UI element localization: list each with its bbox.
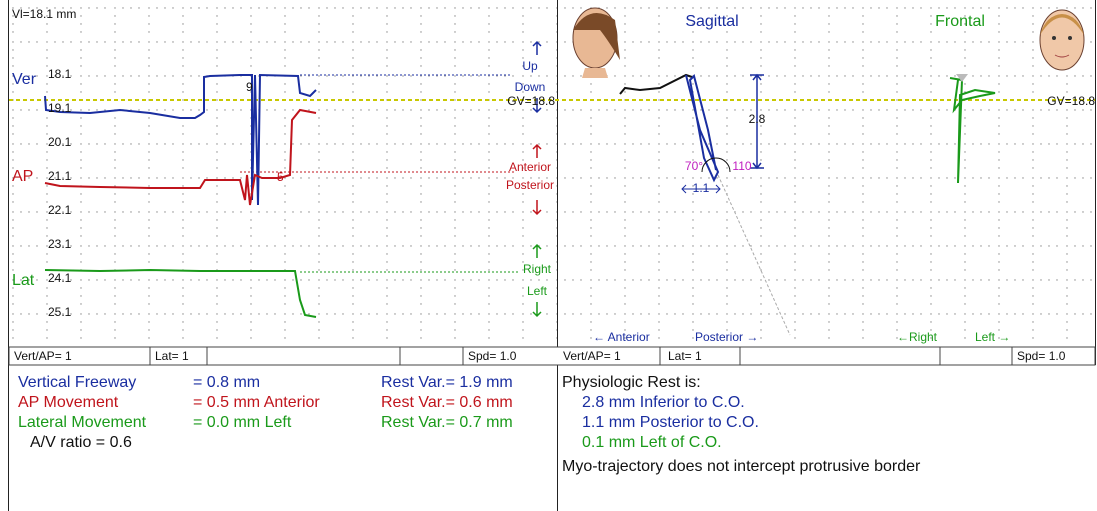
- vertical-value: 2.8: [749, 112, 766, 126]
- summary-cell: Rest Var.= 1.9 mm: [381, 374, 513, 391]
- scale-label: 25.1: [48, 305, 72, 319]
- summary-cell: = 0.8 mm: [193, 374, 260, 391]
- axis-posterior: Posterior →: [695, 330, 758, 344]
- scale-label: 18.1: [48, 67, 72, 81]
- rest-line: 0.1 mm Left of C.O.: [582, 434, 722, 451]
- lat-label: Lat: [12, 272, 35, 289]
- angle-right: 110: [732, 159, 751, 173]
- dir-posterior: Posterior: [506, 178, 554, 192]
- scale-label: 23.1: [48, 237, 72, 251]
- ap-mark: 5: [277, 170, 284, 184]
- horizontal-dimension: [681, 184, 721, 194]
- angle-left: 70°: [685, 159, 703, 173]
- horizontal-value: 1.1: [693, 181, 710, 195]
- summary-cell: Lateral Movement: [18, 414, 147, 431]
- protrusive-line: [717, 174, 791, 336]
- summary-cell: = 0.5 mm Anterior: [193, 394, 320, 411]
- av-ratio: A/V ratio = 0.6: [30, 434, 132, 451]
- axis-anterior: ← Anterior: [593, 330, 650, 344]
- dir-left: Left: [527, 284, 548, 298]
- ap-trace: [44, 108, 317, 206]
- rest-note: Myo-trajectory does not intercept protru…: [562, 458, 921, 475]
- dir-down: Down: [515, 80, 546, 94]
- summary-cell: Rest Var.= 0.7 mm: [381, 414, 513, 431]
- lat-trace: [44, 268, 317, 318]
- frontal-marker: [956, 74, 968, 82]
- ap-label: AP: [12, 168, 33, 185]
- ver-label: Ver: [12, 71, 37, 88]
- status-text: Spd= 1.0: [1017, 349, 1066, 363]
- rest-heading: Physiologic Rest is:: [562, 374, 701, 391]
- axis-right: ←Right: [897, 330, 938, 344]
- sagittal-loop: [685, 74, 720, 183]
- vertical-dimension: [750, 73, 764, 170]
- rest-line: 1.1 mm Posterior to C.O.: [582, 414, 759, 431]
- gv-label: GV=18.8: [507, 94, 555, 108]
- status-text: Spd= 1.0: [468, 349, 517, 363]
- gv-label-right: GV=18.8: [1047, 94, 1095, 108]
- vertical-mark: 9: [246, 80, 253, 94]
- dir-anterior: Anterior: [509, 160, 551, 174]
- angle-arc: [701, 157, 731, 173]
- scale-label: 22.1: [48, 203, 72, 217]
- dir-up: Up: [522, 59, 538, 73]
- status-text: Lat= 1: [668, 349, 702, 363]
- frontal-title: Frontal: [935, 13, 985, 30]
- axis-left: Left →: [975, 330, 1010, 344]
- frontal-face: [1039, 9, 1085, 71]
- sagittal-face: [572, 7, 620, 78]
- sagittal-title: Sagittal: [685, 13, 738, 30]
- scale-label: 20.1: [48, 135, 72, 149]
- summary-cell: Vertical Freeway: [18, 374, 136, 391]
- vl-label: Vl=18.1 mm: [12, 7, 76, 21]
- status-text: Lat= 1: [155, 349, 189, 363]
- vertical-trace: [44, 73, 317, 206]
- frontal-trace: [949, 77, 996, 184]
- status-dividers: [149, 347, 1013, 365]
- dir-right: Right: [523, 262, 552, 276]
- rest-line: 2.8 mm Inferior to C.O.: [582, 394, 745, 411]
- scale-label: 24.1: [48, 271, 72, 285]
- summary-cell: = 0.0 mm Left: [193, 414, 292, 431]
- scale-label: 21.1: [48, 169, 72, 183]
- summary-cell: AP Movement: [18, 394, 119, 411]
- status-text: Vert/AP= 1: [563, 349, 621, 363]
- grid: [9, 0, 1095, 347]
- status-text: Vert/AP= 1: [14, 349, 72, 363]
- summary-cell: Rest Var.= 0.6 mm: [381, 394, 513, 411]
- scale-label: 19.1: [48, 101, 72, 115]
- direction-arrows: [532, 40, 542, 318]
